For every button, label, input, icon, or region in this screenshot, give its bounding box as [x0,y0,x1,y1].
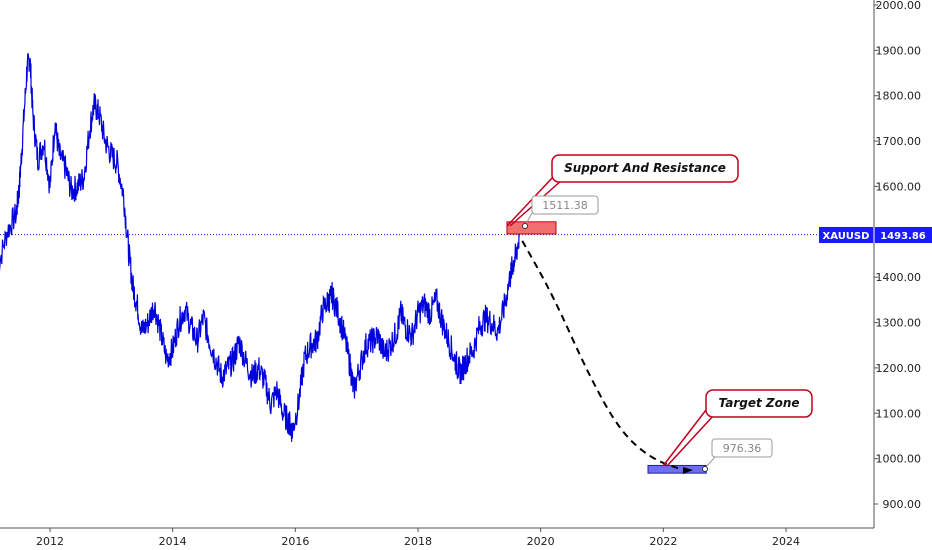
x-tick-label: 2016 [281,535,309,548]
tz-pointer-line-2 [666,414,715,467]
x-tick-label: 2018 [404,535,432,548]
x-tick-label: 2022 [649,535,677,548]
target-price-box [711,438,773,458]
x-axis-ticks: 2012 2014 2016 2018 2020 2022 2024 [36,528,800,548]
sr-callout-text: Support And Resistance [564,161,726,175]
y-tick-label: 1100.00 [876,407,922,420]
sr-pointer-line-1 [506,176,554,227]
last-price-value: 1493.86 [880,231,926,242]
target-price-dot [702,466,708,472]
y-tick-label: 1600.00 [876,180,922,193]
projection-arrowhead [683,467,693,474]
projection-dashed-curve [521,240,683,471]
resistance-price-label: 1511.38 [542,199,588,212]
tz-callout-text: Target Zone [718,396,799,410]
y-tick-label: 1000.00 [876,453,922,466]
y-tick-label: 1900.00 [876,44,922,57]
target-zone [647,464,707,474]
last-price-tag: XAUUSD 1493.86 [819,227,932,243]
y-tick-label: 1800.00 [876,90,922,103]
sr-callout-box [551,154,739,183]
y-tick-label: 2000.00 [876,0,922,12]
y-tick-label: 900.00 [883,498,922,511]
resistance-price-dot [522,223,528,229]
resistance-price-box [531,195,599,215]
resistance-zone [506,221,557,235]
y-tick-label: 1400.00 [876,271,922,284]
y-tick-label: 1300.00 [876,317,922,330]
x-tick-label: 2020 [527,535,555,548]
tz-pointer-line-1 [662,409,707,467]
x-tick-label: 2024 [772,535,800,548]
y-axis-ticks: 900.00 1000.00 1100.00 1200.00 1300.00 1400.0… [874,0,921,511]
x-tick-label: 2014 [159,535,187,548]
last-price-symbol: XAUUSD [823,231,870,242]
x-tick-label: 2012 [36,535,64,548]
y-tick-label: 1700.00 [876,135,922,148]
price-series-line [0,52,520,442]
tz-callout-box [705,389,813,418]
y-tick-label: 1200.00 [876,362,922,375]
target-price-label: 976.36 [723,442,762,455]
last-price-tag-bg [819,227,932,243]
target-price-leader [704,455,717,469]
